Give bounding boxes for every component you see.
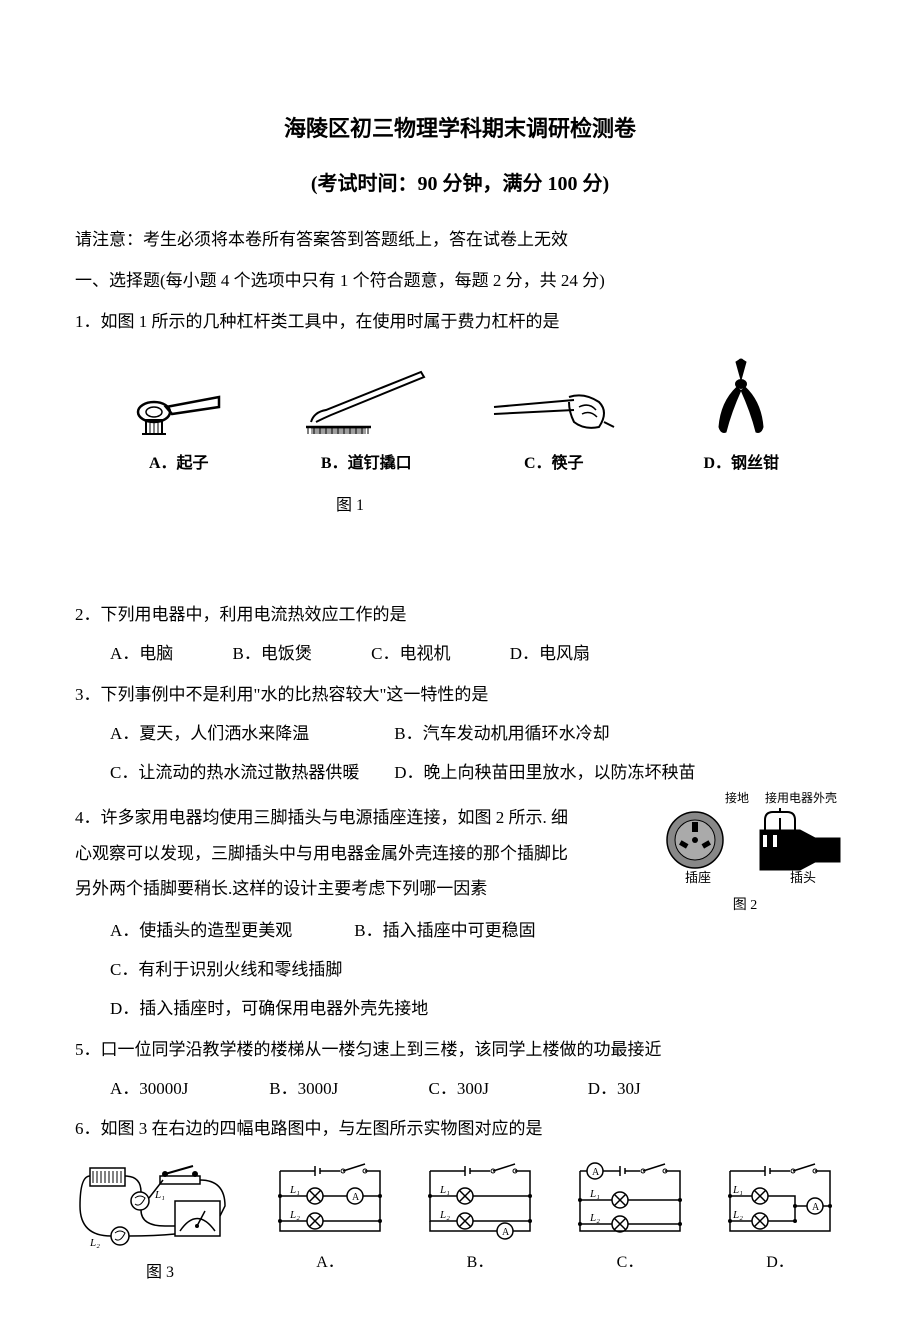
q1-label-c: C．筷子 [524, 450, 584, 477]
q1-text: 1．如图 1 所示的几种杠杆类工具中，在使用时属于费力杠杆的是 [75, 308, 845, 337]
socket-label: 插座 [685, 870, 711, 885]
section-1-header: 一、选择题(每小题 4 个选项中只有 1 个符合题意，每题 2 分，共 24 分… [75, 267, 845, 296]
question-2: 2．下列用电器中，利用电流热效应工作的是 A．电脑 B．电饭煲 C．电视机 D．… [75, 601, 845, 669]
q5-text: 5．口一位同学沿教学楼的楼梯从一楼匀速上到三楼，该同学上楼做的功最接近 [75, 1036, 845, 1065]
question-6: 6．如图 3 在右边的四幅电路图中，与左图所示实物图对应的是 L₁ L₂ [75, 1115, 845, 1286]
svg-text:A: A [592, 1167, 600, 1178]
svg-text:A: A [502, 1227, 510, 1238]
pliers-icon [701, 352, 781, 442]
shell-label: 接用电器外壳 [765, 790, 837, 805]
question-4: 4．许多家用电器均使用三脚插头与电源插座连接，如图 2 所示. 细心观察可以发现… [75, 800, 845, 1024]
svg-text:L₁: L₁ [589, 1188, 600, 1200]
svg-text:L₂: L₂ [89, 1237, 100, 1249]
question-3: 3．下列事例中不是利用"水的比热容较大"这一特性的是 A．夏天，人们洒水来降温 … [75, 681, 845, 788]
q4-options: A．使插头的造型更美观 B．插入插座中可更稳固 C．有利于识别火线和零线插脚 D… [110, 917, 845, 1024]
q6-label-b: B． [467, 1249, 494, 1276]
exam-subtitle: (考试时间：90 分钟，满分 100 分) [75, 167, 845, 201]
q3-opt-c: C．让流动的热水流过散热器供暖 [110, 759, 390, 788]
svg-text:L₁: L₁ [732, 1184, 743, 1196]
q1-figure-c: C．筷子 [460, 372, 648, 477]
chopsticks-icon [484, 372, 624, 442]
q1-figures: A．起子 B．道钉撬口 C．筷子 [75, 352, 845, 477]
circuit-b-icon: L₁ L₂ A [415, 1156, 545, 1246]
q6-text: 6．如图 3 在右边的四幅电路图中，与左图所示实物图对应的是 [75, 1115, 845, 1144]
svg-text:L₁: L₁ [439, 1184, 450, 1196]
q3-text: 3．下列事例中不是利用"水的比热容较大"这一特性的是 [75, 681, 845, 710]
q2-options: A．电脑 B．电饭煲 C．电视机 D．电风扇 [110, 640, 845, 669]
q1-caption: 图 1 [0, 492, 845, 519]
q6-physical: L₁ L₂ 图 3 [75, 1156, 245, 1286]
q4-text: 4．许多家用电器均使用三脚插头与电源插座连接，如图 2 所示. 细心观察可以发现… [75, 800, 575, 907]
q5-opt-d: D．30J [588, 1075, 743, 1104]
q1-figure-a: A．起子 [85, 372, 273, 477]
q6-caption: 图 3 [146, 1259, 174, 1286]
plug-socket-icon: 接地 接用电器外壳 插座 插头 [645, 790, 845, 885]
q2-text: 2．下列用电器中，利用电流热效应工作的是 [75, 601, 845, 630]
q6-label-a: A． [316, 1249, 344, 1276]
q3-opt-d: D．晚上向秧苗田里放水，以防冻坏秧苗 [394, 763, 695, 782]
plug-label: 插头 [790, 870, 816, 885]
q5-opt-a: A．30000J [110, 1075, 265, 1104]
q3-options: A．夏天，人们洒水来降温 B．汽车发动机用循环水冷却 C．让流动的热水流过散热器… [110, 720, 845, 788]
q1-figure-b: B．道钉撬口 [273, 362, 461, 477]
q2-opt-b: B．电饭煲 [233, 640, 312, 669]
q4-figure: 接地 接用电器外壳 插座 插头 图 2 [645, 790, 845, 918]
q1-label-d: D．钢丝钳 [703, 450, 779, 477]
svg-text:L₁: L₁ [289, 1184, 300, 1196]
q4-opt-a: A．使插头的造型更美观 [110, 917, 350, 946]
crowbar-icon [296, 362, 436, 442]
svg-text:L₂: L₂ [589, 1212, 600, 1224]
q4-caption: 图 2 [645, 894, 845, 918]
exam-title: 海陵区初三物理学科期末调研检测卷 [75, 110, 845, 147]
q4-opt-d: D．插入插座时，可确保用电器外壳先接地 [110, 995, 845, 1024]
q6-circuit-b: L₁ L₂ A B． [415, 1156, 545, 1276]
q4-opt-b: B．插入插座中可更稳固 [354, 921, 535, 940]
svg-text:L₁: L₁ [154, 1189, 165, 1201]
circuit-d-icon: L₁ L₂ A [715, 1156, 845, 1246]
svg-text:A: A [352, 1192, 360, 1203]
q1-label-a: A．起子 [149, 450, 209, 477]
circuit-c-icon: A L₁ L₂ [565, 1156, 695, 1246]
question-5: 5．口一位同学沿教学楼的楼梯从一楼匀速上到三楼，该同学上楼做的功最接近 A．30… [75, 1036, 845, 1104]
circuit-a-icon: L₁ A L₂ [265, 1156, 395, 1246]
question-1: 1．如图 1 所示的几种杠杆类工具中，在使用时属于费力杠杆的是 A．起子 B．道… [75, 308, 845, 519]
svg-text:A: A [812, 1202, 820, 1213]
q1-label-b: B．道钉撬口 [321, 450, 412, 477]
svg-text:L₂: L₂ [289, 1209, 300, 1221]
ground-label: 接地 [725, 790, 749, 805]
q3-opt-a: A．夏天，人们洒水来降温 [110, 720, 390, 749]
q6-circuit-a: L₁ A L₂ A． [265, 1156, 395, 1276]
q5-options: A．30000J B．3000J C．300J D．30J [110, 1075, 845, 1104]
q4-opt-c: C．有利于识别火线和零线插脚 [110, 956, 845, 985]
svg-text:L₂: L₂ [439, 1209, 450, 1221]
exam-notice: 请注意：考生必须将本卷所有答案答到答题纸上，答在试卷上无效 [75, 226, 845, 255]
q6-figures: L₁ L₂ 图 3 L₁ [75, 1156, 845, 1286]
q5-opt-c: C．300J [429, 1075, 584, 1104]
physical-circuit-icon: L₁ L₂ [75, 1156, 245, 1256]
q2-opt-a: A．电脑 [110, 640, 173, 669]
q6-label-c: C． [617, 1249, 644, 1276]
q3-opt-b: B．汽车发动机用循环水冷却 [394, 724, 609, 743]
svg-text:L₂: L₂ [732, 1209, 743, 1221]
q2-opt-d: D．电风扇 [510, 640, 590, 669]
q2-opt-c: C．电视机 [371, 640, 450, 669]
q1-figure-d: D．钢丝钳 [648, 352, 836, 477]
bottle-opener-icon [124, 372, 234, 442]
q6-label-d: D． [766, 1249, 794, 1276]
q5-opt-b: B．3000J [269, 1075, 424, 1104]
q6-circuit-c: A L₁ L₂ C． [565, 1156, 695, 1276]
q6-circuit-d: L₁ L₂ A D． [715, 1156, 845, 1276]
